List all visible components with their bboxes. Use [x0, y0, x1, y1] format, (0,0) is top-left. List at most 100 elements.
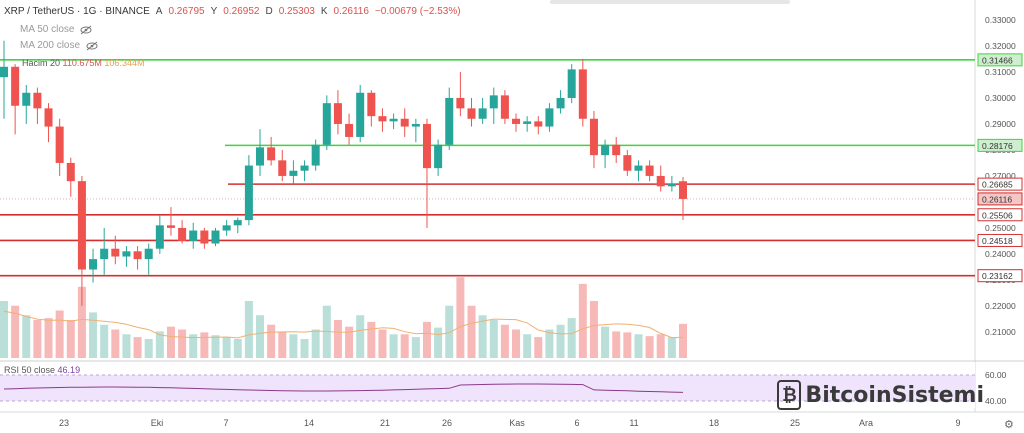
ma50-label[interactable]: MA 50 close — [20, 24, 75, 35]
volume-bar — [389, 334, 398, 358]
volume-bar — [489, 320, 498, 358]
price-level-label: 0.26685 — [982, 180, 1013, 190]
price-tick-label: 0.21000 — [985, 327, 1016, 337]
volume-bar — [144, 339, 153, 358]
volume-bar — [523, 334, 532, 358]
candle-body — [523, 121, 532, 124]
volume-bar — [111, 329, 120, 358]
candle-body — [545, 108, 554, 127]
price-tick-label: 0.32000 — [985, 41, 1016, 51]
volume-bar — [623, 332, 632, 358]
volume-bar — [634, 334, 643, 358]
candle-body — [278, 160, 287, 176]
candle-body — [178, 227, 187, 241]
time-tick-label: Eki — [151, 418, 164, 428]
candle-body — [189, 230, 198, 241]
candle-body — [612, 144, 621, 156]
volume-bar — [300, 339, 309, 358]
ma50-legend[interactable]: MA 50 close — [20, 24, 92, 35]
price-level-tag — [977, 192, 1023, 206]
volume-bar — [133, 337, 142, 358]
price-level-tag — [977, 138, 1023, 152]
rsi-value: 46.19 — [57, 365, 81, 375]
candle-body — [645, 165, 654, 176]
candle-body — [311, 144, 320, 166]
candle-body — [456, 97, 465, 109]
volume-bar — [367, 321, 376, 358]
time-tick-label: 25 — [790, 418, 800, 428]
candle-body — [623, 155, 632, 171]
volume-bar — [189, 334, 198, 358]
candle-body — [55, 126, 64, 163]
candle-body — [100, 248, 109, 260]
price-tick-label: 0.25000 — [985, 223, 1016, 233]
volume-bar — [333, 320, 342, 358]
time-tick-label: 23 — [59, 418, 69, 428]
eye-hidden-icon[interactable] — [86, 41, 98, 51]
volume-bar — [211, 335, 220, 358]
candle-body — [667, 183, 676, 187]
time-tick-label: 6 — [574, 418, 579, 428]
candle-body — [534, 121, 543, 127]
candle-body — [656, 175, 665, 187]
candle-body — [578, 69, 587, 119]
rsi-legend[interactable]: RSI 50 close 46.19 — [4, 365, 80, 375]
price-level-tag — [977, 177, 1023, 191]
volume-bar — [278, 331, 287, 358]
ma200-label[interactable]: MA 200 close — [20, 40, 81, 51]
volume-bar — [434, 327, 443, 358]
volume-bar — [89, 312, 98, 358]
candle-body — [144, 248, 153, 260]
volume-bar — [545, 329, 554, 358]
time-tick-label: 21 — [380, 418, 390, 428]
volume-bar — [155, 331, 164, 358]
candle-body — [222, 225, 231, 231]
volume-bar — [33, 320, 42, 358]
volume-bar — [345, 326, 354, 358]
candle-body — [634, 165, 643, 171]
settings-gear-icon[interactable]: ⚙ — [1004, 419, 1014, 431]
price-tick-label: 0.27000 — [985, 171, 1016, 181]
volume-bar — [411, 337, 420, 358]
price-level-label: 0.28176 — [982, 141, 1013, 151]
candle-body — [0, 66, 9, 78]
price-level-label: 0.31466 — [982, 55, 1013, 65]
candle-body — [512, 118, 521, 124]
volume-bar — [244, 301, 253, 358]
eye-hidden-icon[interactable] — [80, 25, 92, 35]
price-tick-label: 0.33000 — [985, 15, 1016, 25]
symbol-title[interactable]: XRP / TetherUS · 1G · BINANCE — [4, 6, 150, 17]
time-tick-label: Ara — [859, 418, 873, 428]
ohlc-open-label: A — [155, 6, 163, 17]
ma200-legend[interactable]: MA 200 close — [20, 40, 98, 51]
candle-body — [678, 181, 688, 199]
volume-bar — [645, 336, 654, 358]
candle-body — [445, 97, 454, 145]
candle-body — [567, 69, 576, 98]
candle-body — [89, 259, 98, 270]
price-level-label: 0.26116 — [982, 194, 1012, 204]
price-level-tag — [977, 208, 1023, 222]
time-tick-label: 7 — [223, 418, 228, 428]
candle-body — [356, 92, 365, 137]
volume-bar — [200, 332, 209, 358]
price-tick-label: 0.30000 — [985, 93, 1016, 103]
symbol-legend: XRP / TetherUS · 1G · BINANCE A 0.26795 Y… — [4, 6, 461, 17]
volume-bar — [256, 315, 265, 358]
volume-ma-line — [3, 310, 684, 339]
volume-legend[interactable]: Hacim 20 110.675M 106.344M — [22, 58, 144, 68]
candle-body — [244, 165, 253, 221]
volume-bar — [556, 324, 565, 358]
volume-bar — [122, 334, 131, 358]
candle-body — [345, 123, 354, 137]
volume-bar — [356, 315, 365, 358]
time-tick-label: 11 — [629, 418, 638, 428]
volume-bar — [678, 323, 688, 358]
candle-body — [66, 162, 75, 182]
candle-body — [77, 181, 86, 270]
volume-bar — [612, 331, 621, 358]
rsi-label: RSI 50 close — [4, 365, 56, 375]
candle-body — [133, 251, 142, 260]
